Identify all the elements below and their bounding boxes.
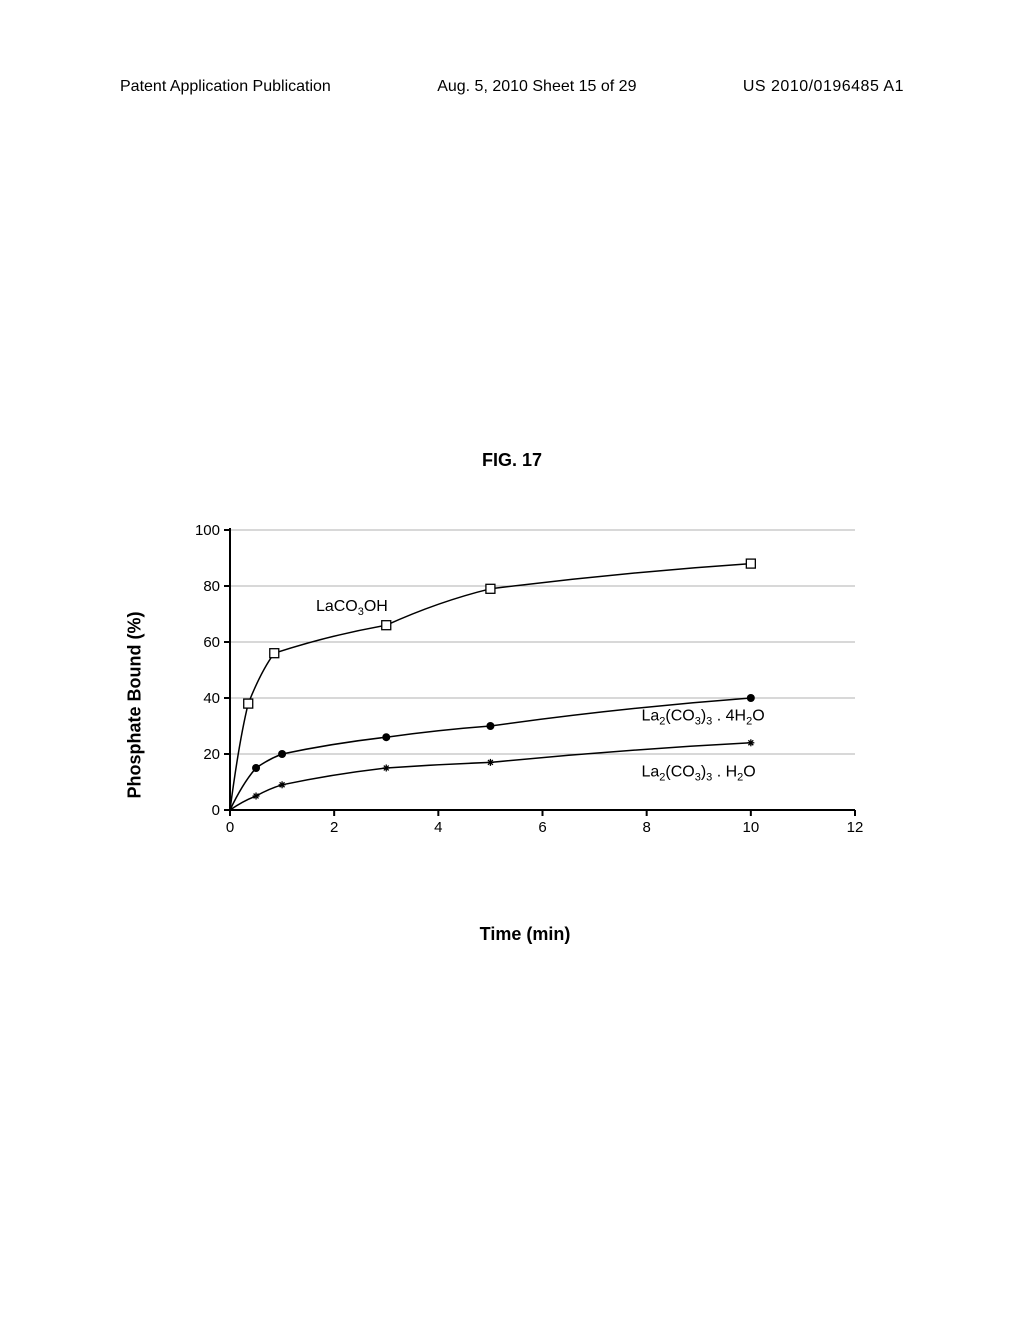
svg-text:0: 0 <box>212 802 220 819</box>
x-axis-label: Time (min) <box>480 924 571 945</box>
y-axis-label: Phosphate Bound (%) <box>125 612 146 799</box>
svg-text:2: 2 <box>330 819 338 836</box>
svg-text:8: 8 <box>642 819 650 836</box>
svg-text:LaCO3OH: LaCO3OH <box>316 598 388 618</box>
svg-text:60: 60 <box>203 634 220 651</box>
header-mid: Aug. 5, 2010 Sheet 15 of 29 <box>437 78 636 96</box>
svg-text:4: 4 <box>434 819 442 836</box>
svg-text:20: 20 <box>203 746 220 763</box>
page-header: Patent Application Publication Aug. 5, 2… <box>120 78 904 96</box>
svg-text:40: 40 <box>203 690 220 707</box>
svg-text:100: 100 <box>195 522 220 539</box>
svg-text:10: 10 <box>742 819 759 836</box>
svg-text:12: 12 <box>847 819 864 836</box>
svg-text:6: 6 <box>538 819 546 836</box>
svg-text:La2(CO3)3 . H2O: La2(CO3)3 . H2O <box>641 763 755 783</box>
svg-text:0: 0 <box>226 819 234 836</box>
header-right: US 2010/0196485 A1 <box>743 78 904 96</box>
chart-container: Phosphate Bound (%) 02040608010002468101… <box>175 520 875 890</box>
header-left: Patent Application Publication <box>120 78 331 96</box>
figure-title: FIG. 17 <box>0 450 1024 471</box>
svg-text:80: 80 <box>203 578 220 595</box>
svg-text:La2(CO3)3 . 4H2O: La2(CO3)3 . 4H2O <box>641 707 764 727</box>
chart-svg: 0 20 40 60 80 100 0 2 4 6 8 10 12 LaCO3OH La2(CO3)3 . … <box>175 520 875 850</box>
